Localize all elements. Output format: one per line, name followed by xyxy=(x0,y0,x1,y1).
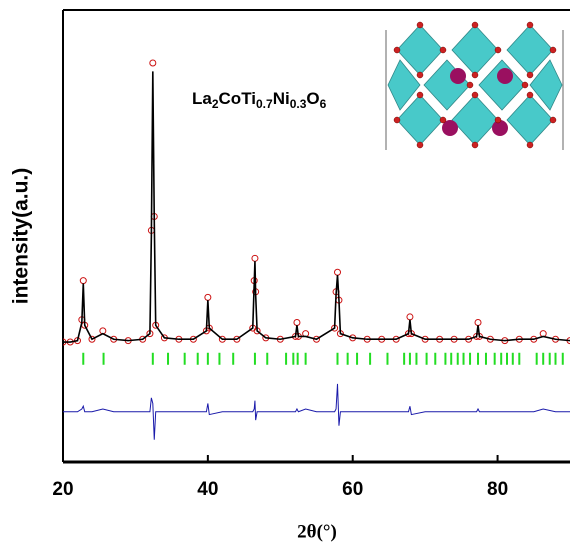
y-axis-label: intensity(a.u.) xyxy=(10,168,33,305)
observed-point xyxy=(79,277,87,285)
crystal-inset xyxy=(385,21,564,150)
x-tick-label: 20 xyxy=(52,479,73,500)
x-tick-label: 60 xyxy=(342,479,363,500)
formula-annotation: La2CoTi0.7Ni0.3O6 xyxy=(192,89,327,111)
x-tick-label: 40 xyxy=(197,479,218,500)
formula-subscript: 6 xyxy=(320,97,327,111)
x-tick-label: 80 xyxy=(487,479,508,500)
formula-subscript: 0.3 xyxy=(290,97,307,111)
formula-part: La xyxy=(192,89,212,108)
observed-point xyxy=(293,318,301,326)
observed-point xyxy=(251,254,259,262)
observed-point xyxy=(474,318,482,326)
formula-subscript: 2 xyxy=(212,97,219,111)
formula-subscript: 0.7 xyxy=(256,97,273,111)
formula-part: CoTi xyxy=(219,89,256,108)
observed-point xyxy=(149,59,157,67)
x-axis-label: 2θ(°) xyxy=(297,521,337,542)
difference-line xyxy=(63,383,570,440)
plot-area xyxy=(63,59,570,440)
formula-part: O xyxy=(306,89,319,108)
observed-point xyxy=(88,335,96,343)
formula-part: Ni xyxy=(273,89,290,108)
observed-point xyxy=(334,268,342,276)
observed-point xyxy=(204,293,212,301)
calculated-line xyxy=(63,71,570,343)
observed-point xyxy=(406,313,414,321)
